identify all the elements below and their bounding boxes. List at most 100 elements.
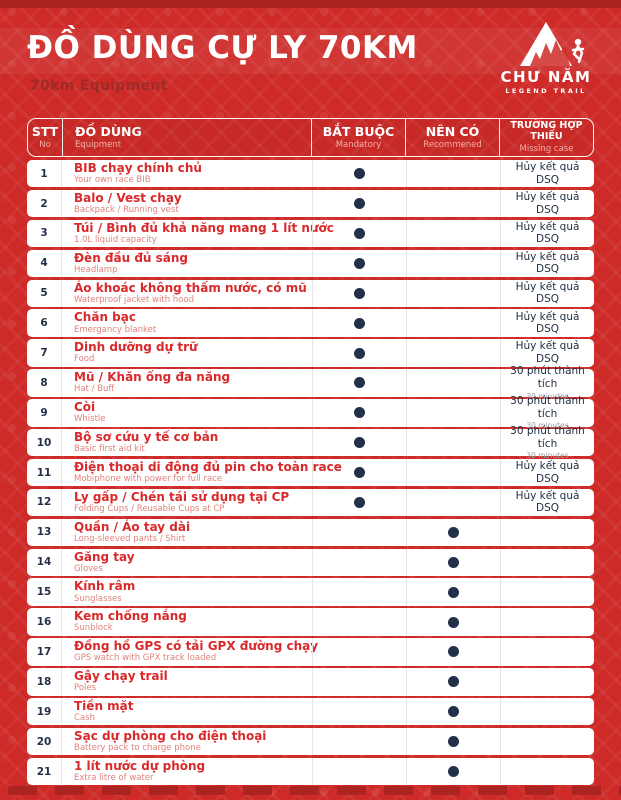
- item-name-en: Emergancy blanket: [74, 324, 157, 335]
- top-border-strip: [0, 0, 621, 8]
- column-header-equipment: ĐỒ DÙNG Equipment: [62, 119, 311, 156]
- mandatory-cell: [312, 458, 406, 487]
- table-row: 19 Tiền mặt Cash: [27, 698, 594, 726]
- mandatory-cell: [312, 189, 406, 218]
- item-cell: Đồng hồ GPS có tải GPX đường chạy GPS wa…: [61, 638, 318, 666]
- mandatory-cell: [312, 578, 406, 606]
- item-cell: Găng tay Gloves: [61, 548, 312, 576]
- item-name-en: Whistle: [74, 414, 106, 425]
- recommended-dot: [448, 646, 459, 658]
- recommended-dot: [448, 586, 459, 598]
- item-name-en: Battery pack to charge phone: [74, 742, 201, 753]
- mandatory-cell: [312, 727, 406, 756]
- item-name: Kính râm: [74, 579, 136, 594]
- item-cell: Bộ sơ cứu y tế cơ bản Basic first aid ki…: [61, 429, 312, 457]
- item-name: Đèn đầu đủ sáng: [74, 250, 189, 265]
- mandatory-dot: [354, 377, 365, 389]
- item-cell: Kính râm Sunglasses: [61, 578, 312, 606]
- item-cell: Gậy chạy trail Poles: [61, 668, 312, 696]
- recommended-cell: [406, 339, 500, 367]
- row-number: 5: [40, 287, 48, 300]
- recommended-cell: [406, 488, 500, 517]
- missing-case-cell: Hủy kết quả DSQ: [500, 160, 594, 188]
- mandatory-cell: [312, 698, 406, 726]
- item-name-en: Hat / Buff: [74, 384, 115, 395]
- missing-case-text: Hủy kết quả: [515, 340, 580, 353]
- mandatory-cell: [312, 279, 406, 307]
- row-number: 1: [40, 167, 48, 180]
- row-number: 16: [36, 616, 52, 629]
- missing-case-cell: Hủy kết quả DSQ: [500, 279, 594, 307]
- column-header-missing-case-sublabel: Missing case: [519, 143, 574, 154]
- item-name: Gậy chạy trail: [74, 669, 168, 684]
- column-header-recommended: NÊN CÓ Recommened: [405, 119, 499, 156]
- item-cell: BIB chạy chính chủ Your own race BIB: [61, 160, 312, 188]
- mandatory-dot: [354, 467, 365, 479]
- row-number: 3: [40, 227, 48, 240]
- table-row: 7 Dinh dưỡng dự trữ Food Hủy kết quả DSQ: [27, 339, 594, 367]
- missing-case-cell: [500, 698, 594, 726]
- table-row: 1 BIB chạy chính chủ Your own race BIB H…: [27, 160, 594, 188]
- item-name-en: Your own race BIB: [74, 175, 151, 186]
- recommended-dot: [448, 676, 459, 688]
- recommended-cell: [406, 698, 500, 726]
- row-number: 19: [36, 705, 52, 718]
- item-cell: Mũ / Khăn ống đa năng Hat / Buff: [61, 369, 312, 397]
- mandatory-dot: [354, 496, 365, 508]
- mandatory-dot: [354, 437, 365, 449]
- missing-case-subtext: DSQ: [535, 472, 559, 485]
- item-name-en: Sunglasses: [74, 593, 122, 604]
- item-name: 1 lít nước dự phòng: [74, 758, 206, 773]
- recommended-cell: [406, 727, 500, 756]
- item-cell: 1 lít nước dự phòng Extra litre of water: [61, 757, 312, 786]
- table-row: 18 Gậy chạy trail Poles: [27, 668, 594, 696]
- missing-case-text: 30 phút thành tích: [510, 395, 585, 420]
- missing-case-cell: [500, 578, 594, 606]
- page-subtitle: 70km Equipment: [30, 78, 168, 94]
- mandatory-cell: [312, 608, 406, 636]
- mandatory-dot: [354, 227, 365, 239]
- recommended-cell: [406, 369, 500, 397]
- mandatory-cell: [312, 249, 406, 278]
- column-header-missing-case-label: TRƯỜNG HỢP THIẾU: [510, 119, 583, 142]
- table-header-row: STT No ĐỒ DÙNG Equipment BẮT BUỘC Mandat…: [27, 118, 594, 157]
- row-number: 12: [36, 496, 52, 509]
- item-name-en: GPS watch with GPX track loaded: [74, 653, 217, 664]
- logo: CHƯ NĂM LEGEND TRAIL: [491, 20, 601, 95]
- item-cell: Balo / Vest chạy Backpack / Running vest: [61, 189, 312, 218]
- missing-case-subtext: 30 minutes: [526, 421, 569, 431]
- row-number: 15: [36, 586, 52, 599]
- missing-case-text: Hủy kết quả: [515, 190, 580, 203]
- item-name: Găng tay: [74, 549, 135, 564]
- column-header-no-sublabel: No: [39, 140, 51, 151]
- item-name: Sạc dự phòng cho điện thoại: [74, 728, 267, 743]
- item-cell: Ly gấp / Chén tái sử dụng tại CP Folding…: [61, 488, 312, 517]
- missing-case-text: Hủy kết quả: [515, 460, 580, 472]
- recommended-cell: [406, 608, 500, 636]
- column-header-mandatory: BẮT BUỘC Mandatory: [311, 119, 405, 156]
- item-name: Ly gấp / Chén tái sử dụng tại CP: [74, 489, 290, 504]
- item-name: Điện thoại di động đủ pin cho toàn race: [74, 459, 342, 474]
- row-number: 11: [36, 466, 52, 479]
- missing-case-cell: Hủy kết quả DSQ: [500, 339, 594, 367]
- mandatory-cell: [312, 757, 406, 786]
- missing-case-text: 30 phút thành tích: [510, 365, 585, 390]
- table-row: 13 Quần / Áo tay dài Long-sleeved pants …: [27, 518, 594, 547]
- column-header-equipment-label: ĐỒ DÙNG: [75, 123, 142, 139]
- missing-case-subtext: DSQ: [535, 323, 559, 336]
- table-row: 6 Chăn bạc Emergancy blanket Hủy kết quả…: [27, 309, 594, 337]
- table-row: 14 Găng tay Gloves: [27, 548, 594, 576]
- table-row: 20 Sạc dự phòng cho điện thoại Battery p…: [27, 727, 594, 756]
- item-name-en: Backpack / Running vest: [74, 204, 179, 215]
- column-header-no-label: STT: [31, 123, 59, 139]
- recommended-dot: [448, 526, 459, 538]
- mandatory-cell: [312, 518, 406, 547]
- missing-case-cell: 30 phút thành tích 30 minutes: [500, 395, 594, 430]
- logo-tagline: LEGEND TRAIL: [505, 87, 587, 95]
- recommended-cell: [406, 458, 500, 487]
- column-header-equipment-sublabel: Equipment: [75, 140, 122, 151]
- item-name: Bộ sơ cứu y tế cơ bản: [74, 429, 219, 444]
- item-cell: Kem chống nắng Sunblock: [61, 608, 312, 636]
- missing-case-text: Hủy kết quả: [515, 250, 580, 263]
- row-number: 10: [36, 436, 52, 449]
